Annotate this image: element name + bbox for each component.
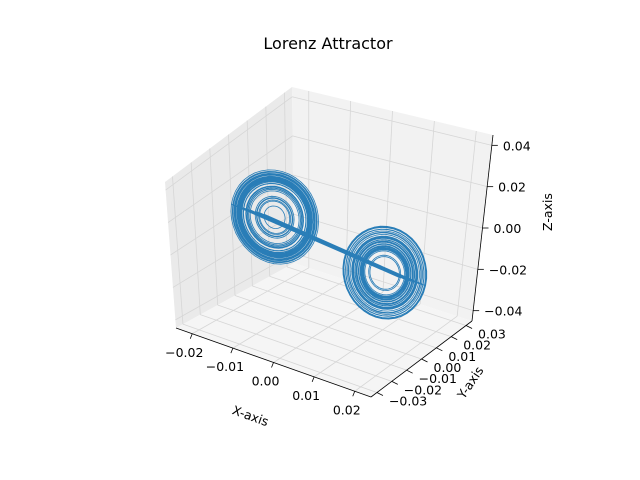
x-axis-label: X-axis [230,402,270,429]
axes-ticks: −0.02−0.010.000.010.02−0.03−0.02−0.010.0… [165,138,531,417]
y-gridline [252,285,437,349]
x-tick [352,391,356,397]
x-tick-label: 0.02 [333,402,361,417]
z-gridline [292,174,483,229]
z-gridline [172,213,294,288]
x-tick [311,376,315,383]
y-tick [451,336,458,341]
z-gridline [292,96,492,146]
trajectory-line [230,169,428,320]
x-tick [271,362,274,368]
y-tick-label: −0.03 [389,394,427,409]
chart-title: Lorenz Attractor [263,34,393,53]
x-tick-label: 0.00 [252,374,280,389]
y-tick-label: 0.03 [478,326,506,341]
x-tick-label: −0.01 [206,359,244,374]
y-tick [406,369,413,374]
z-tick-label: 0.00 [494,221,522,236]
z-gridline [175,252,295,321]
z-tick-label: 0.04 [503,138,531,153]
z-tick-label: −0.02 [489,262,527,277]
lorenz-trajectory [230,169,428,320]
y-tick [465,325,473,329]
y-tick-label: 0.02 [463,338,491,353]
y-tick [421,358,428,363]
pane-back [292,87,493,321]
y-tick-label: −0.01 [419,371,457,386]
z-axis-label: Z-axis [540,193,555,231]
x-tick [230,347,234,354]
z-gridline [167,135,293,223]
z-gridline [165,96,293,191]
y-gridline [217,304,407,371]
y-tick-label: 0.00 [434,360,462,375]
y-tick [436,347,443,352]
z-tick-label: −0.04 [484,304,522,319]
x-tick-label: −0.02 [165,345,203,360]
y-gridline [182,323,378,393]
y-gridline [234,295,422,360]
x-tick-label: 0.01 [292,388,320,403]
z-gridline [292,135,488,188]
y-tick [376,392,384,396]
x-tick [189,333,193,339]
y-tick-label: −0.02 [404,382,442,397]
y-tick-label: 0.01 [448,349,476,364]
y-tick [391,380,398,385]
y-gridline [200,314,392,382]
z-gridline [293,252,474,312]
z-tick-label: 0.02 [498,180,526,195]
